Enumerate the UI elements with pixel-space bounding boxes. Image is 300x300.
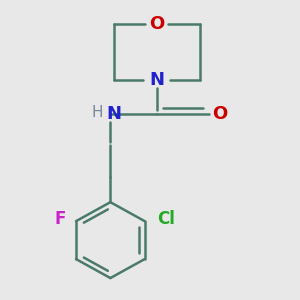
Text: H: H [92, 105, 103, 120]
Text: N: N [149, 71, 164, 89]
Text: F: F [55, 210, 66, 228]
Text: Cl: Cl [157, 210, 175, 228]
Text: O: O [212, 105, 228, 123]
Text: O: O [149, 14, 164, 32]
Text: N: N [106, 105, 121, 123]
